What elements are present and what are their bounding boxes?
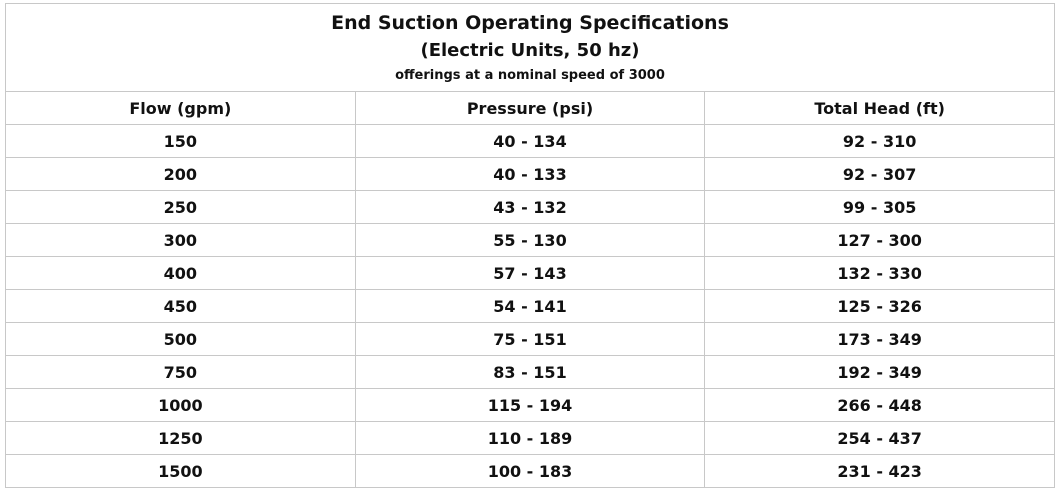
cell: 55 - 130 (354, 223, 706, 257)
cell: 99 - 305 (704, 190, 1055, 224)
cell: 1000 (5, 388, 356, 422)
data-row: 400 57 - 143 132 - 330 (5, 256, 1055, 290)
column-header: Total Head (ft) (704, 91, 1055, 125)
cell: 92 - 310 (704, 124, 1055, 158)
cell: 500 (5, 322, 356, 356)
data-row: 450 54 - 141 125 - 326 (5, 289, 1055, 323)
cell: 100 - 183 (354, 454, 706, 488)
spec-table: End Suction Operating Specifications (El… (5, 3, 1055, 488)
data-row: 250 43 - 132 99 - 305 (5, 190, 1055, 224)
data-row: 1250 110 - 189 254 - 437 (5, 421, 1055, 455)
data-row: 1000 115 - 194 266 - 448 (5, 388, 1055, 422)
cell: 54 - 141 (354, 289, 706, 323)
cell: 40 - 134 (354, 124, 706, 158)
cell: 231 - 423 (704, 454, 1055, 488)
subtitle: (Electric Units, 50 hz) (420, 39, 640, 61)
data-row: 750 83 - 151 192 - 349 (5, 355, 1055, 389)
cell: 266 - 448 (704, 388, 1055, 422)
cell: 200 (5, 157, 356, 191)
cell: 92 - 307 (704, 157, 1055, 191)
cell: 125 - 326 (704, 289, 1055, 323)
cell: 132 - 330 (704, 256, 1055, 290)
cell: 300 (5, 223, 356, 257)
data-row: 300 55 - 130 127 - 300 (5, 223, 1055, 257)
cell: 150 (5, 124, 356, 158)
cell: 1500 (5, 454, 356, 488)
cell: 750 (5, 355, 356, 389)
cell: 43 - 132 (354, 190, 706, 224)
cell: 75 - 151 (354, 322, 706, 356)
cell: 127 - 300 (704, 223, 1055, 257)
cell: 173 - 349 (704, 322, 1055, 356)
cell: 115 - 194 (354, 388, 706, 422)
cell: 57 - 143 (354, 256, 706, 290)
header-row: Flow (gpm) Pressure (psi) Total Head (ft) (5, 91, 1055, 125)
cell: 192 - 349 (704, 355, 1055, 389)
cell: 110 - 189 (354, 421, 706, 455)
cell: 254 - 437 (704, 421, 1055, 455)
cell: 450 (5, 289, 356, 323)
data-row: 500 75 - 151 173 - 349 (5, 322, 1055, 356)
title-row: End Suction Operating Specifications (El… (5, 3, 1055, 92)
cell: 400 (5, 256, 356, 290)
cell: 250 (5, 190, 356, 224)
title: End Suction Operating Specifications (331, 11, 729, 34)
note: offerings at a nominal speed of 3000 (395, 67, 665, 83)
column-header: Pressure (psi) (354, 91, 706, 125)
cell: 40 - 133 (354, 157, 706, 191)
data-row: 150 40 - 134 92 - 310 (5, 124, 1055, 158)
cell: 1250 (5, 421, 356, 455)
data-row: 1500 100 - 183 231 - 423 (5, 454, 1055, 488)
column-header: Flow (gpm) (5, 91, 356, 125)
cell: 83 - 151 (354, 355, 706, 389)
title-cell: End Suction Operating Specifications (El… (5, 3, 1055, 92)
data-row: 200 40 - 133 92 - 307 (5, 157, 1055, 191)
